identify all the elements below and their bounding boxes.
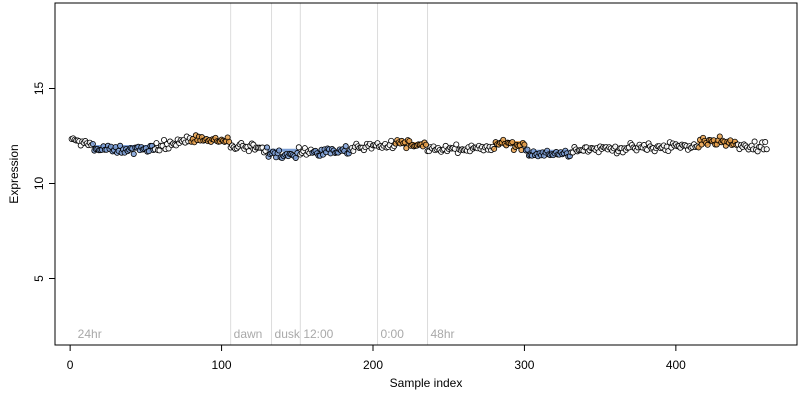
y-axis-title: Expression [7,144,21,203]
phase-label: 48hr [431,327,455,341]
phase-labels: 24hr dawn dusk 12:00 0:00 48hr [78,327,455,341]
phase-label: dusk [275,327,301,341]
data-point [276,147,283,154]
data-point [130,150,137,157]
phase-label: dawn [234,327,263,341]
data-point [521,141,528,148]
data-point [342,143,349,150]
y-axis: 5 10 15 [32,82,56,282]
data-points [68,132,770,162]
x-tick-label: 100 [212,358,232,372]
data-point [422,141,429,148]
y-tick-label: 10 [32,177,46,191]
x-tick-label: 200 [363,358,383,372]
data-point [491,145,498,152]
x-tick-label: 0 [67,358,74,372]
y-tick-label: 5 [32,275,46,282]
data-point [524,146,531,153]
data-point [762,139,769,146]
data-point [295,144,302,151]
data-point [89,140,96,147]
phase-lines [230,3,429,345]
plot-frame [54,2,798,346]
data-point [509,139,516,146]
y-tick-label: 15 [32,82,46,96]
phase-label: 12:00 [303,327,333,341]
data-point [292,154,299,161]
data-point [763,146,770,153]
data-point [751,138,758,145]
data-point [453,141,460,148]
phase-label: 0:00 [381,327,405,341]
phase-label: 24hr [78,327,102,341]
x-axis: 0 100 200 300 400 [67,344,686,372]
data-point [161,137,168,144]
x-tick-label: 400 [666,358,686,372]
data-point [388,137,395,144]
data-point [403,145,410,152]
data-point [716,133,723,140]
data-point [263,144,270,151]
data-point [153,140,160,147]
data-point [245,148,252,155]
x-tick-label: 300 [514,358,534,372]
x-axis-title: Sample index [390,376,463,390]
